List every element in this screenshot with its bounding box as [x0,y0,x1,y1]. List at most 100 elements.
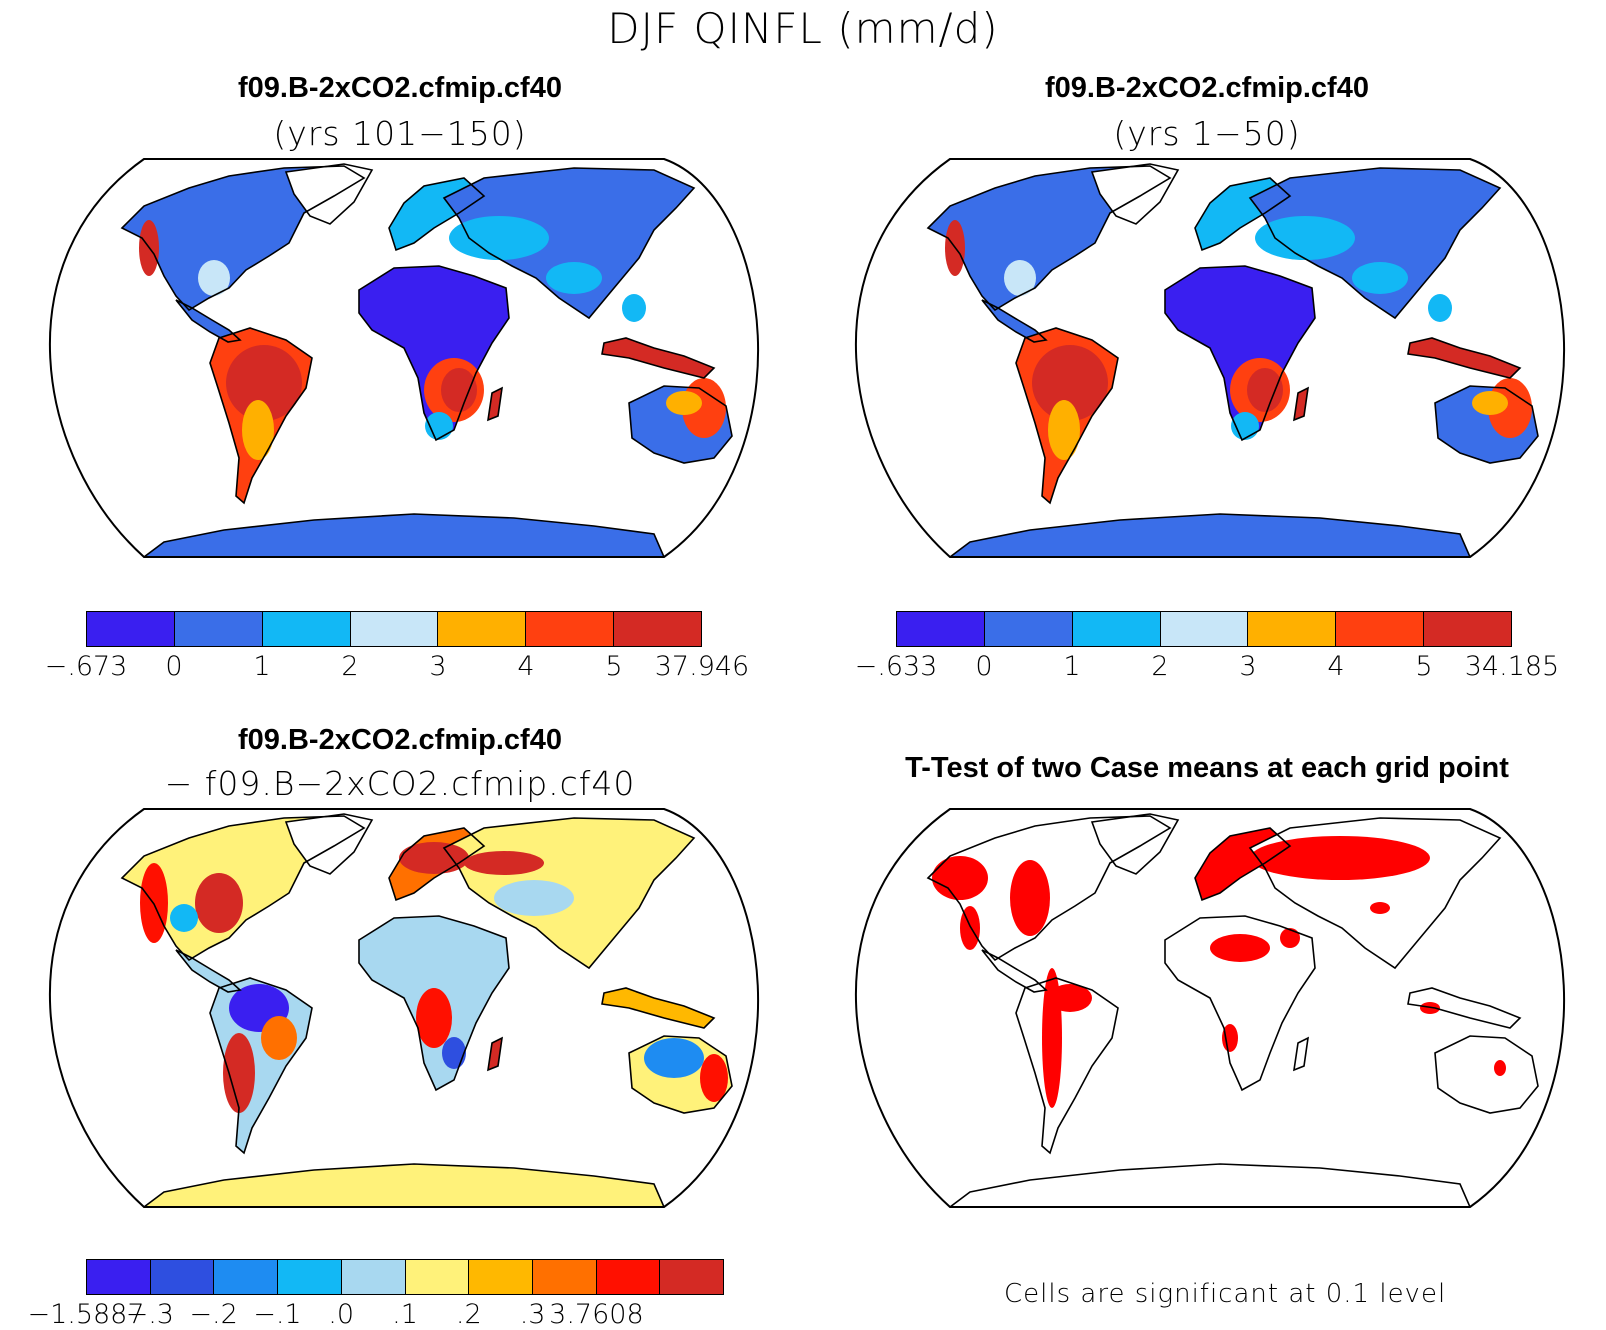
colorbar-tick-label: 37.946 [654,651,750,682]
colorbar-swatch [532,1260,597,1294]
colorbar-swatch [1248,612,1337,646]
colorbar-swatch [150,1260,215,1294]
colorbar-tick-label: 34.185 [1464,651,1560,682]
field-region [464,851,544,875]
colorbar-tick-label: .1 [392,1299,418,1330]
coastline [209,977,313,1155]
landmass-southAmerica [1016,978,1118,1153]
panel-3-title: f09.B-2xCO2.cfmip.cf40 [238,724,562,756]
coastline [141,513,666,557]
colorbar-tick-label: .3 [519,1299,546,1330]
panel-4-map [854,808,1566,1208]
coastline [442,167,696,320]
landmass-greenland [286,814,372,874]
field-region [1222,1024,1238,1052]
colorbar-tick-label: −.2 [189,1299,238,1330]
panel-3-subtitle: − f09.B−2xCO2.cfmip.cf40 [164,764,636,803]
field-region [700,1054,728,1102]
field-region [1032,345,1108,421]
coastline [1015,327,1119,505]
panel-3-colorbar [86,1259,724,1295]
field-region [1048,400,1080,460]
field-region [170,904,198,932]
coastline [120,165,366,312]
map-border [48,158,760,558]
colorbar-swatch [660,1260,724,1294]
field-region [622,294,646,322]
coastline [1090,163,1180,225]
coastline [358,265,510,442]
colorbar-swatch [1072,612,1161,646]
colorbar-swatch [87,612,175,646]
landmass-centralAmerica [982,950,1046,992]
field-region [1280,928,1300,948]
field-region [1370,902,1390,914]
field-region [425,412,453,440]
field-region [242,400,274,460]
colorbar-tick-label: 3 [1239,651,1257,682]
coastline [209,327,313,505]
coastline [284,813,374,875]
map-border [854,158,1566,558]
landmass-asia [444,168,694,318]
coastline [1293,1036,1310,1072]
panel-1-title: f09.B-2xCO2.cfmip.cf40 [238,72,562,104]
map-border [48,808,760,1208]
field-region [1210,934,1270,962]
colorbar-swatch [1160,612,1249,646]
landmass-centralAmerica [176,300,240,342]
landmass-greenland [286,164,372,224]
coastline [442,817,696,970]
coastline [1434,1035,1539,1114]
colorbar-swatch [262,612,351,646]
panel-2-map [854,158,1566,558]
coastline [947,1163,1472,1207]
field-region [1048,984,1092,1012]
colorbar-tick-label: .0 [328,1299,355,1330]
coastline [981,299,1048,343]
coastline [1407,337,1522,379]
coastline [1164,265,1316,442]
colorbar-swatch [350,612,439,646]
colorbar-tick-label: 1 [1063,651,1081,682]
field-region [1255,216,1355,260]
coastline [1293,386,1310,422]
field-region [416,988,452,1048]
colorbar-tick-label: .2 [455,1299,482,1330]
field-region [198,260,230,296]
coastline [1248,167,1502,320]
colorbar-swatch [596,1260,661,1294]
colorbar-tick-label: 5 [1415,651,1433,682]
field-region [374,936,454,980]
coastline [1015,977,1119,1155]
colorbar-swatch [87,1260,151,1294]
field-region [932,856,988,900]
coastline [388,827,486,902]
coastline [1434,385,1539,464]
coastline [628,385,733,464]
landmass-asia [1250,168,1500,318]
field-region [546,262,602,294]
field-region [195,873,243,933]
panel-2-title: f09.B-2xCO2.cfmip.cf40 [1045,72,1369,104]
landmass-indonesia [602,988,714,1028]
panel-1-colorbar [86,611,702,647]
field-region [441,368,477,412]
coastline [926,815,1172,962]
coastline [175,299,242,343]
colorbar-tick-label: 1 [253,651,271,682]
landmass-indonesia [602,338,714,378]
landmass-greenland [1092,164,1178,224]
landmass-centralAmerica [176,950,240,992]
coastline [487,1036,504,1072]
panel-1-subtitle: (yrs 101−150) [273,114,527,153]
colorbar-tick-label: 2 [341,651,359,682]
colorbar-tick-label: 4 [1327,651,1345,682]
field-region [960,906,980,950]
landmass-greenland [1092,814,1178,874]
field-region [442,1037,466,1069]
coastline [1164,915,1316,1092]
panel-3-map [48,808,760,1208]
figure-title: DJF QINFL (mm/d) [607,4,999,53]
field-region [1010,860,1050,936]
